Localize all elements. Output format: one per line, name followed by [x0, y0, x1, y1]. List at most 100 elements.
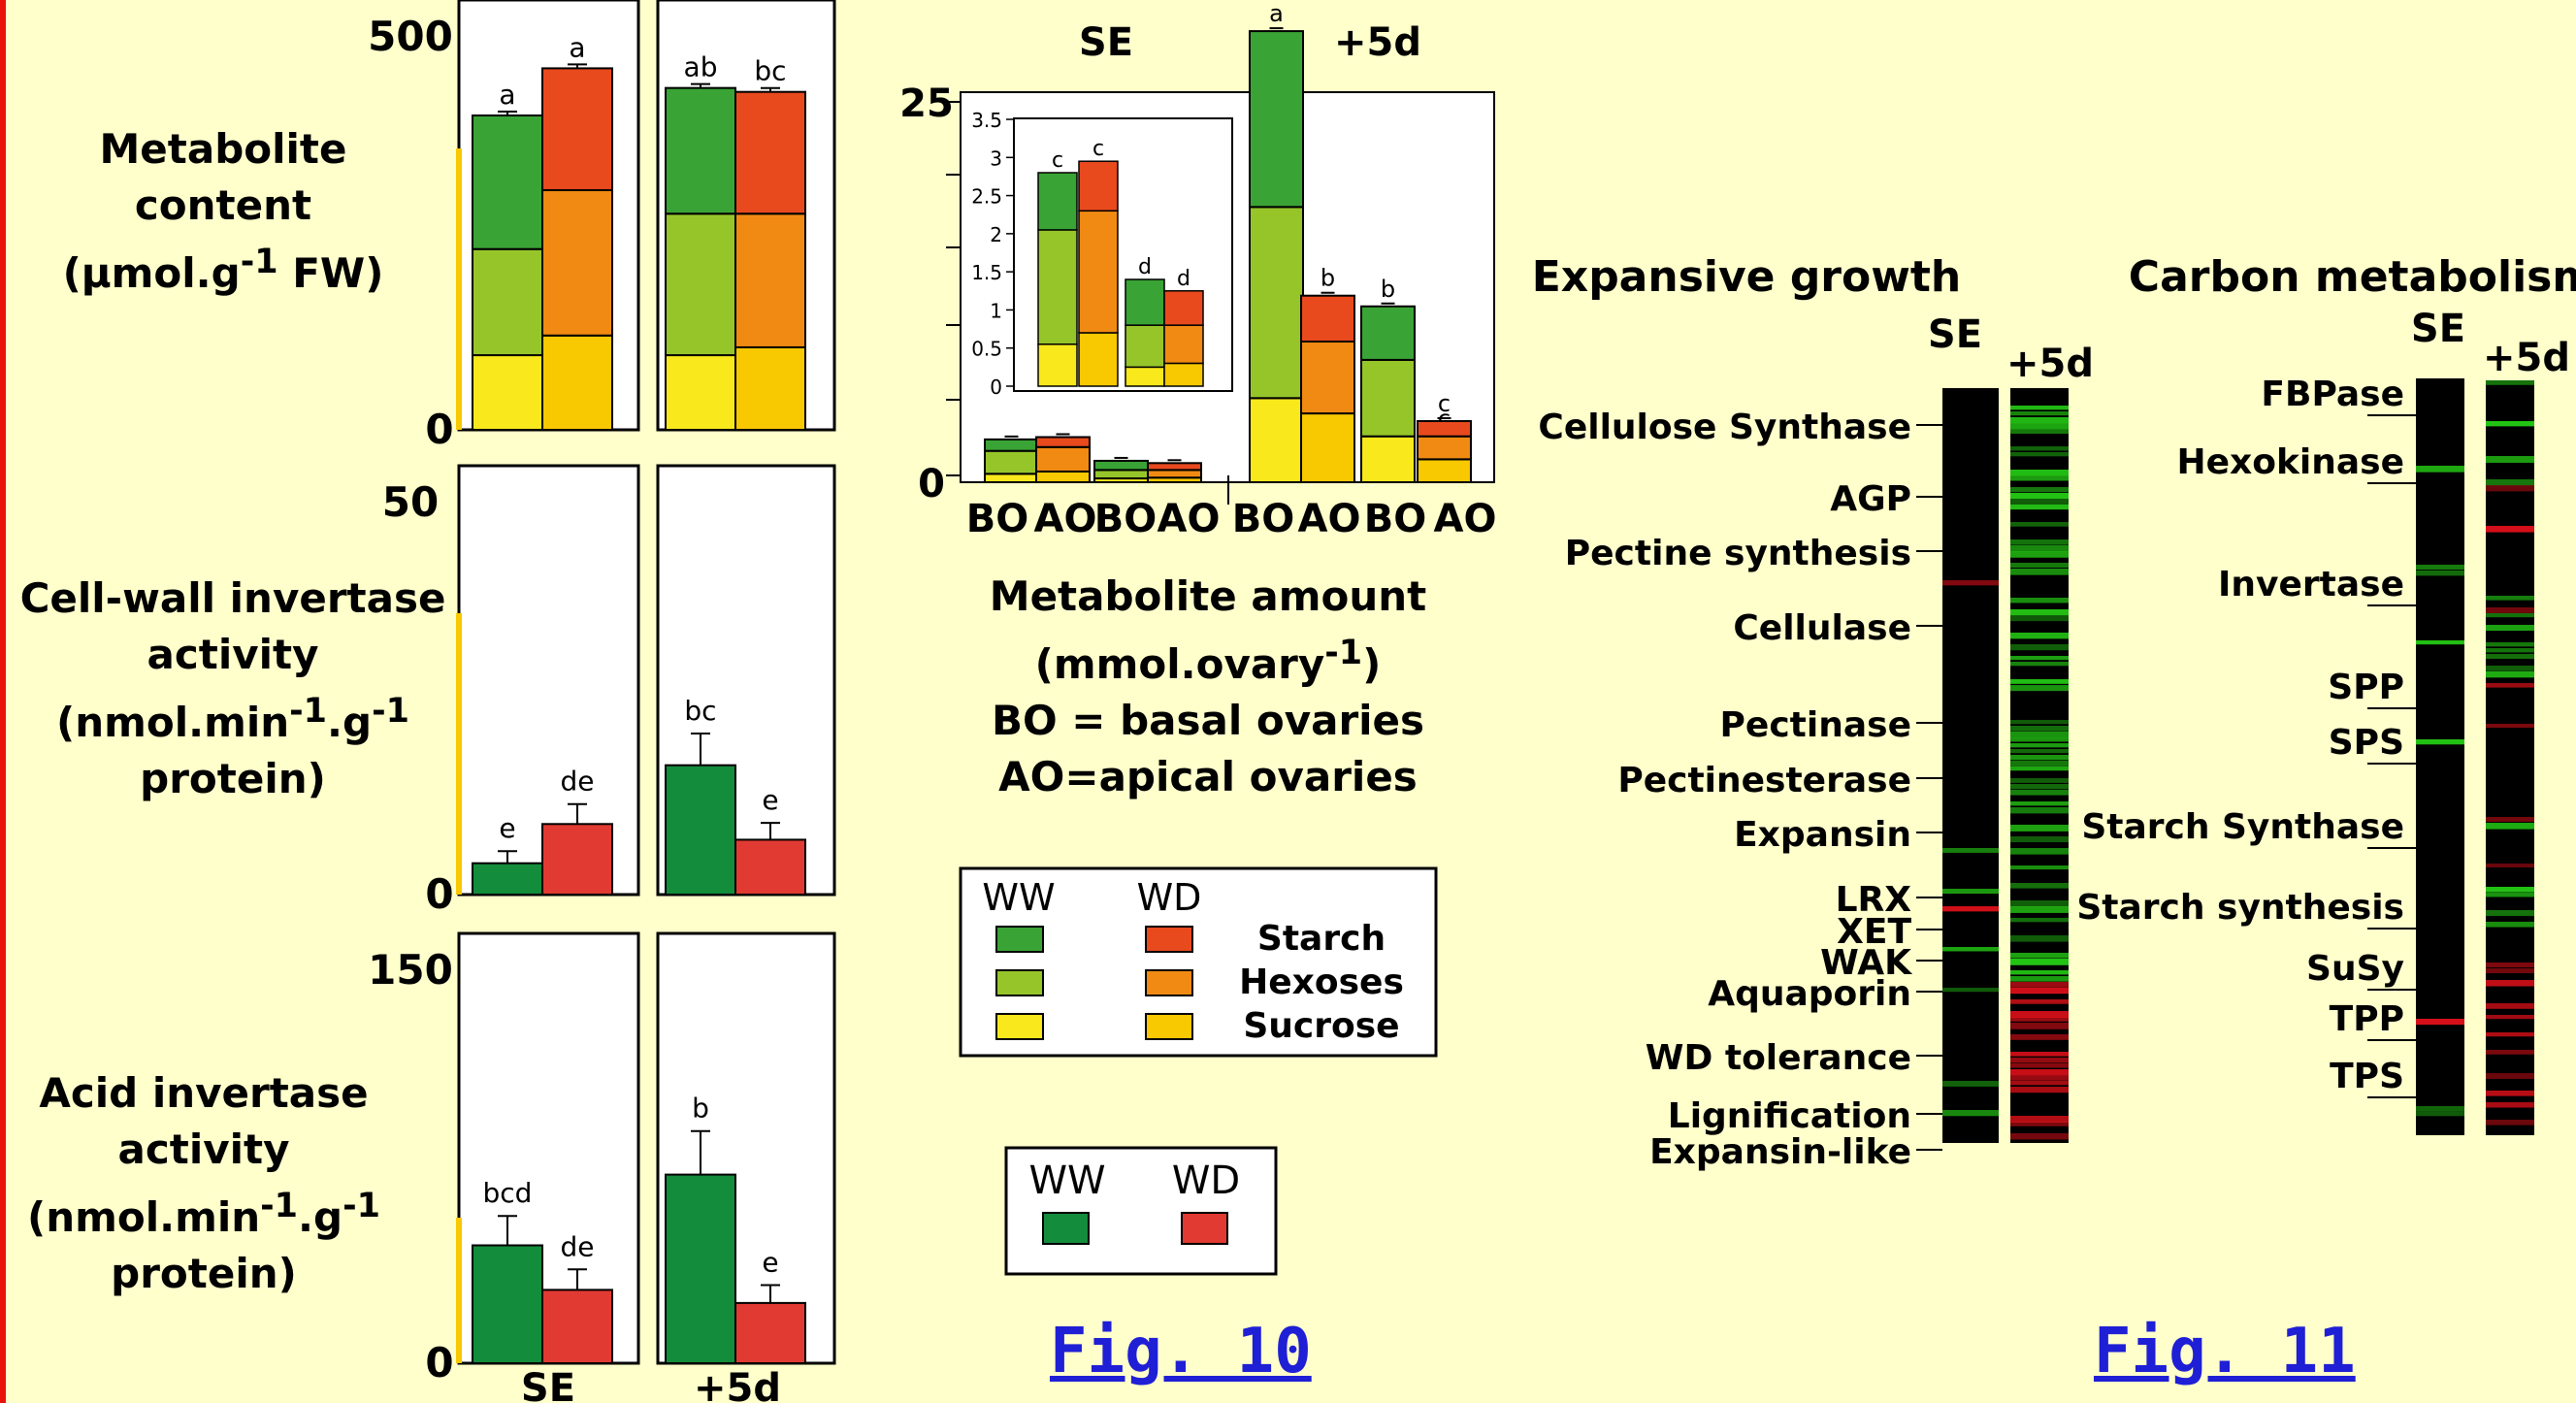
bar-segment-sucrose: [541, 334, 613, 431]
metabolite-unit: (µmol.g-1 FW): [62, 243, 384, 297]
bar-segment-starch: [1147, 462, 1202, 472]
gene-label: SPS: [2329, 723, 2404, 763]
significance-letter: b: [1321, 265, 1335, 292]
heatmap-cell: [2486, 648, 2534, 653]
heatmap-cell: [2486, 980, 2534, 987]
heatmap-cell: [2416, 565, 2464, 571]
inset-bar-segment-hexoses: [1125, 324, 1165, 369]
heatmap-cell: [2010, 1075, 2069, 1081]
bar-segment-sucrose: [665, 354, 736, 431]
bar-segment-hexoses: [1300, 341, 1355, 415]
bar: [734, 1301, 806, 1365]
heatmap-cell: [2010, 1011, 2069, 1018]
y-tick-label: 0: [425, 406, 453, 453]
bar-segment-sucrose: [1360, 435, 1416, 483]
bar-segment-hexoses: [1093, 469, 1149, 480]
heatmap-cell: [2010, 761, 2069, 767]
significance-letter: a: [499, 79, 515, 111]
gene-label: Pectinesterase: [1617, 761, 1911, 800]
heatmap-cell: [2416, 640, 2464, 645]
heatmap-cell: [2486, 596, 2534, 601]
significance-letter: bcd: [483, 1177, 533, 1209]
gene-label: Cellulose Synthase: [1538, 408, 1911, 447]
fig10-caption-unit: (mmol.ovary-1): [1034, 634, 1382, 688]
heatmap-cell: [2010, 563, 2069, 569]
legend-swatch: [995, 1013, 1044, 1040]
legend-label: Sucrose: [1243, 1006, 1399, 1046]
cwinv-unit: (nmol.min-1.g-1: [56, 692, 409, 746]
significance-letter: c: [1092, 137, 1104, 161]
heatmap-cell: [2010, 982, 2069, 988]
heatmap-cell: [2010, 953, 2069, 959]
heatmap-column: [2486, 380, 2534, 1135]
inset-y-tick-label: 2: [990, 223, 1002, 246]
heatmap-cell: [2486, 910, 2534, 917]
significance-letter: b: [1381, 276, 1395, 303]
heatmap-cell: [2010, 778, 2069, 783]
x-tick-label: AO: [1158, 497, 1221, 541]
heatmap-col-label: +5d: [2483, 336, 2570, 380]
heatmap-cell: [2010, 918, 2069, 923]
significance-letter: c: [1438, 390, 1451, 417]
bar-segment-hexoses: [541, 188, 613, 337]
legend-header-ww: WW: [1028, 1158, 1105, 1203]
fig10-link[interactable]: Fig. 10: [1050, 1316, 1312, 1387]
bar: [541, 823, 613, 897]
heatmap-cell: [2010, 475, 2069, 481]
heatmap-cell: [2416, 466, 2464, 473]
significance-letter: de: [561, 1230, 595, 1262]
fig10-col-label: SE: [1079, 20, 1133, 65]
gene-label: Pectine synthesis: [1565, 534, 1911, 573]
edge-strip: [456, 148, 462, 430]
significance-letter: d: [1138, 255, 1152, 279]
heatmap-cell: [2010, 790, 2069, 796]
inset-bar-segment-hexoses: [1163, 324, 1204, 365]
heatmap-cell: [2010, 755, 2069, 761]
heatmap-cell: [2010, 1023, 2069, 1029]
heatmap-cell: [2010, 749, 2069, 754]
bar-segment-starch: [1360, 305, 1416, 361]
inset-bar-segment-hexoses: [1037, 229, 1078, 345]
gene-label: Aquaporin: [1708, 974, 1911, 1014]
inset-bar-segment-starch: [1163, 290, 1204, 326]
heatmap-cell: [2010, 784, 2069, 790]
heatmap-column: [2416, 378, 2464, 1135]
heatmap-cell: [2010, 1052, 2069, 1057]
heatmap-cell: [2486, 485, 2534, 492]
heatmap-cell: [2010, 743, 2069, 748]
gene-label: Starch synthesis: [2076, 888, 2404, 928]
cwinv-label: Cell-wall invertase activity (nmol.min-1…: [10, 571, 456, 807]
heatmap-cell: [2486, 724, 2534, 729]
fig10-caption: Metabolite amount (mmol.ovary-1) BO = ba…: [922, 569, 1494, 805]
bar: [665, 764, 736, 896]
heatmap-cell: [2010, 423, 2069, 430]
inset-y-tick-label: 3.5: [971, 109, 1002, 132]
inset-y-tick-label: 3: [990, 147, 1002, 170]
significance-letter: bc: [754, 55, 786, 87]
heatmap-cell: [2010, 883, 2069, 889]
gene-label: Expansin: [1734, 815, 1911, 855]
bar-segment-sucrose: [472, 354, 543, 431]
heatmap-cell: [2010, 615, 2069, 622]
bar-segment-hexoses: [1035, 445, 1091, 473]
legend-swatch: [1145, 1013, 1193, 1040]
gene-label: Invertase: [2218, 565, 2404, 604]
bar-segment-hexoses: [1417, 435, 1472, 461]
heatmap-cell: [2010, 417, 2069, 424]
heatmap-cell: [2010, 900, 2069, 907]
bar-segment-hexoses: [472, 247, 543, 357]
heatmap-cell: [2010, 726, 2069, 732]
bar-segment-sucrose: [1300, 412, 1355, 483]
bar-segment-hexoses: [734, 212, 806, 348]
x-group-label: SE: [521, 1366, 575, 1403]
heatmap-cell: [2010, 446, 2069, 451]
significance-letter: e: [762, 1246, 778, 1278]
fig11-link[interactable]: Fig. 11: [2094, 1316, 2356, 1387]
bar-segment-starch: [734, 90, 806, 215]
heatmap-cell: [2010, 1017, 2069, 1022]
heatmap-cell: [2010, 609, 2069, 616]
x-group-label: +5d: [694, 1366, 781, 1403]
inset-y-tick-label: 0.5: [971, 338, 1002, 361]
heatmap-cell: [2010, 1034, 2069, 1040]
significance-letter: bc: [684, 695, 716, 727]
